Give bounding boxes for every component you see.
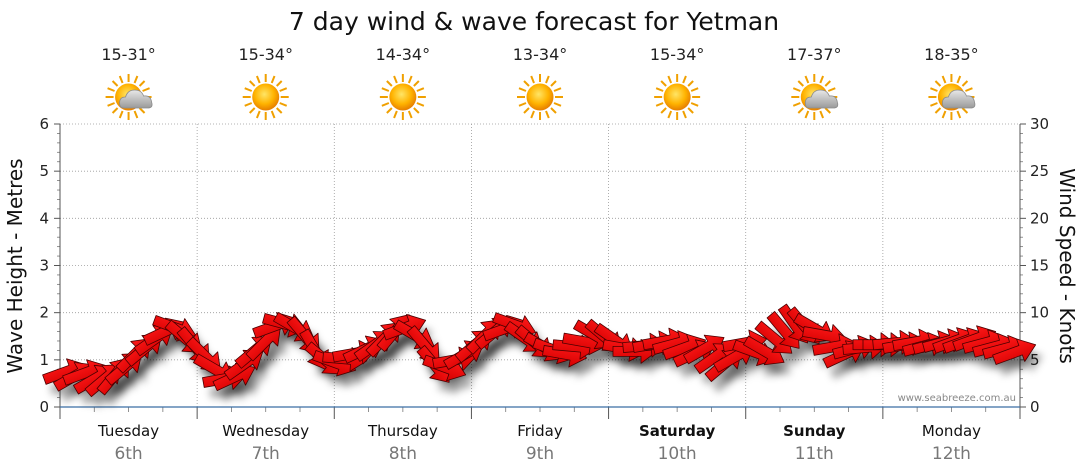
- day-date-label: 12th: [932, 444, 971, 464]
- day-name-label: Sunday: [783, 422, 846, 440]
- right-tick-label: 0: [1030, 398, 1040, 416]
- right-tick-label: 10: [1030, 304, 1049, 322]
- left-tick-label: 5: [39, 162, 49, 180]
- day-date-label: 11th: [795, 444, 834, 464]
- day-date-label: 8th: [389, 444, 417, 464]
- right-tick-label: 30: [1030, 115, 1049, 133]
- partly-cloudy-icon: [790, 73, 839, 121]
- chart-title: 7 day wind & wave forecast for Yetman: [289, 7, 779, 36]
- day-name-label: Tuesday: [97, 422, 159, 440]
- temperature-range: 18-35°: [924, 45, 979, 64]
- wind-arrow: [743, 335, 785, 366]
- right-axis-label: Wind Speed - Knots: [1055, 168, 1079, 364]
- wind-arrow-shadow: [999, 349, 1043, 376]
- left-tick-label: 1: [39, 351, 49, 369]
- sunny-icon: [516, 73, 564, 121]
- sunny-icon: [378, 73, 427, 121]
- right-tick-label: 25: [1030, 162, 1049, 180]
- day-date-label: 7th: [252, 444, 280, 464]
- day-date-label: 9th: [526, 444, 554, 464]
- left-axis-label: Wave Height - Metres: [3, 158, 27, 373]
- left-tick-label: 3: [39, 257, 49, 275]
- right-tick-label: 15: [1030, 257, 1049, 275]
- temperature-range: 14-34°: [376, 45, 431, 64]
- watermark: www.seabreeze.com.au: [898, 393, 1016, 404]
- wind-arrow: [992, 338, 1037, 365]
- day-name-label: Thursday: [367, 422, 438, 440]
- partly-cloudy-icon: [927, 73, 976, 121]
- day-date-label: 10th: [658, 444, 697, 464]
- partly-cloudy-icon: [104, 73, 153, 121]
- left-tick-label: 4: [39, 209, 49, 227]
- day-name-label: Monday: [922, 422, 981, 440]
- left-tick-label: 2: [39, 304, 49, 322]
- day-name-label: Wednesday: [222, 422, 309, 440]
- wind-arrow-shadow: [252, 337, 288, 373]
- left-tick-label: 6: [39, 115, 49, 133]
- temperature-range: 15-34°: [650, 45, 705, 64]
- temperature-range: 17-37°: [787, 45, 842, 64]
- day-name-label: Friday: [517, 422, 563, 440]
- day-date-label: 6th: [114, 444, 142, 464]
- temperature-range: 13-34°: [513, 45, 568, 64]
- temperature-range: 15-31°: [101, 45, 156, 64]
- day-name-label: Saturday: [639, 422, 716, 440]
- temperature-range: 15-34°: [238, 45, 293, 64]
- sunny-icon: [653, 73, 702, 121]
- left-tick-label: 0: [39, 398, 49, 416]
- sunny-icon: [241, 73, 290, 121]
- right-tick-label: 20: [1030, 209, 1049, 227]
